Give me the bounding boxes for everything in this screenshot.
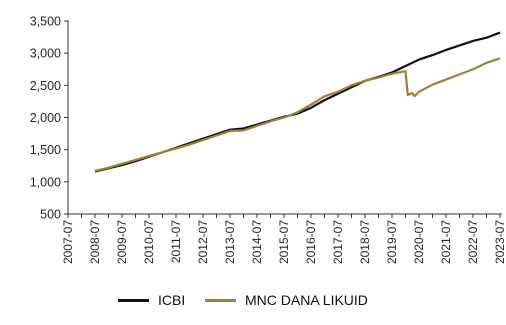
- series-line-icbi: [94, 31, 501, 173]
- x-tick-label: 2011-07: [169, 220, 183, 263]
- series-line-mnc-dana-likuid: [94, 57, 501, 172]
- legend: ICBI MNC DANA LIKUID: [0, 289, 506, 311]
- y-tick-label: 2,500: [30, 79, 61, 93]
- plot-area: [94, 31, 501, 173]
- x-tick-label: 2014-07: [250, 220, 264, 264]
- x-axis: 2007-07 2008-07 2009-07 2010-07 2011-07 2012-…: [61, 213, 506, 264]
- x-tick-label: 2019-07: [385, 220, 399, 264]
- x-tick-label: 2007-07: [61, 220, 75, 264]
- y-tick-label: 3,000: [30, 47, 61, 61]
- y-axis: 500 1,000 1,500 2,000 2,500 3,000 3,500: [30, 15, 69, 222]
- x-tick-label: 2015-07: [277, 220, 291, 264]
- x-tick-label: 2018-07: [358, 220, 372, 264]
- legend-label-icbi: ICBI: [158, 292, 186, 308]
- y-tick-label: 3,500: [30, 15, 61, 29]
- legend-swatch-mnc-dana-likuid: [205, 298, 236, 302]
- x-tick-label: 2009-07: [115, 220, 129, 264]
- x-tick-label: 2016-07: [304, 220, 318, 264]
- x-tick-label: 2013-07: [223, 220, 237, 264]
- x-tick-label: 2012-07: [196, 220, 210, 264]
- legend-label-mnc-dana-likuid: MNC DANA LIKUID: [245, 292, 368, 308]
- legend-swatch-icbi: [118, 298, 149, 302]
- x-tick-label: 2020-07: [412, 220, 426, 264]
- x-tick-label: 2008-07: [88, 220, 102, 264]
- y-tick-label: 2,000: [30, 111, 61, 125]
- x-tick-label: 2017-07: [331, 220, 345, 264]
- legend-item-icbi: ICBI: [118, 289, 185, 311]
- legend-item-mnc-dana-likuid: MNC DANA LIKUID: [205, 289, 368, 311]
- line-chart: 500 1,000 1,500 2,000 2,500 3,000 3,500 2007-0…: [30, 15, 506, 265]
- y-tick-label: 1,500: [30, 143, 61, 157]
- y-tick-label: 500: [40, 208, 61, 222]
- y-tick-label: 1,000: [30, 175, 61, 189]
- x-tick-label: 2021-07: [439, 220, 453, 264]
- x-tick-label: 2010-07: [142, 220, 156, 264]
- x-tick-label: 2022-07: [466, 220, 480, 264]
- x-tick-label: 2023-07: [493, 220, 506, 264]
